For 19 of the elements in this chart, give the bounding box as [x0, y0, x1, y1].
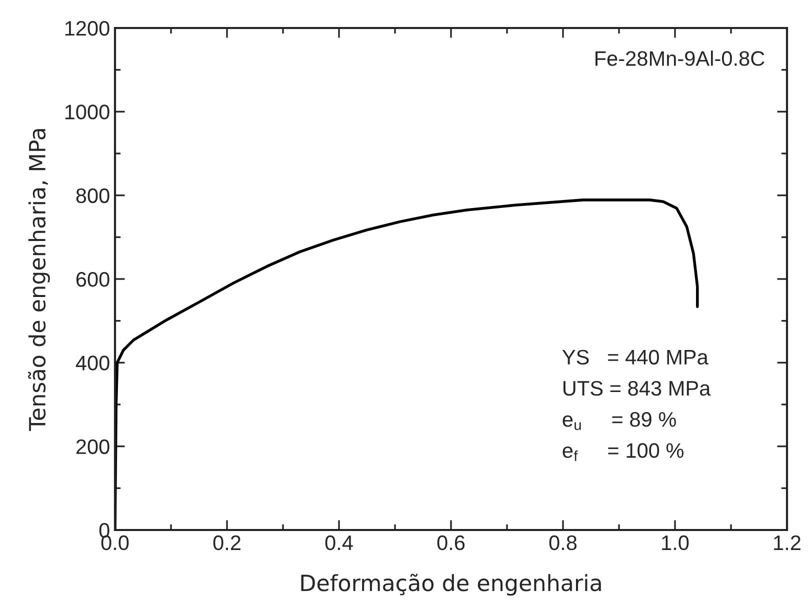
x-tick-label: 1.2	[774, 535, 800, 550]
text: e$_{u}$ = 89 %	[562, 412, 676, 430]
y-axis-title: Tensão de engenharia, MPa	[28, 129, 50, 431]
x-tick-label: 0.8	[549, 535, 577, 550]
annotation: UTS = 843 MPa	[563, 380, 711, 396]
y-tick-label: 1200	[65, 21, 110, 36]
x-tick-label: 0.6	[437, 535, 465, 550]
y-tick-label: 1000	[65, 104, 110, 120]
y-tick-label: 600	[76, 272, 110, 287]
y-tick-label: 200	[76, 439, 110, 454]
x-tick-label: 0.2	[213, 535, 240, 550]
y-tick-label: 800	[76, 188, 110, 204]
x-axis-title: Deformação de engenharia	[301, 574, 601, 596]
x-tick-label: 1.0	[662, 535, 689, 550]
y-tick-label: 400	[76, 356, 110, 370]
text: e$_{f}$ = 100 %	[562, 443, 684, 462]
annotation: Fe-28Mn-9Al-0.8C	[596, 50, 764, 66]
x-tick-label: 0.4	[325, 535, 353, 550]
annotation: YS = 440 MPa	[562, 350, 708, 365]
